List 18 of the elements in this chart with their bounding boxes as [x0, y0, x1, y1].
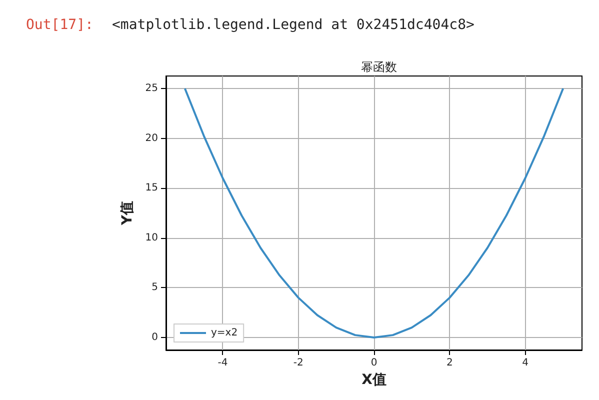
- text: <matplotlib.legend.Legend at 0x2451dc404c8>: [112, 17, 474, 33]
- x-tick-label: 4: [522, 358, 528, 368]
- text: Out[17]:: [26, 17, 94, 33]
- x-tick-label: 0: [370, 358, 378, 368]
- y-axis-title: Y值: [119, 200, 136, 226]
- line-series: [184, 87, 564, 339]
- y-tick-label: 0: [152, 332, 158, 344]
- chart-title: 幂函数: [361, 60, 397, 74]
- x-tick-label: 2: [446, 358, 453, 368]
- y-tick-label: 25: [145, 82, 158, 94]
- x-tick-label: -4: [218, 358, 228, 368]
- x-axis-title: X值: [362, 372, 386, 388]
- y-tick-label: 10: [145, 232, 158, 244]
- y-tick-label: 20: [145, 132, 158, 144]
- legend-label: y=x2: [211, 328, 238, 338]
- y-tick-label: 5: [152, 282, 158, 294]
- y-tick-label: 15: [145, 182, 158, 194]
- x-tick-label: -2: [293, 358, 304, 368]
